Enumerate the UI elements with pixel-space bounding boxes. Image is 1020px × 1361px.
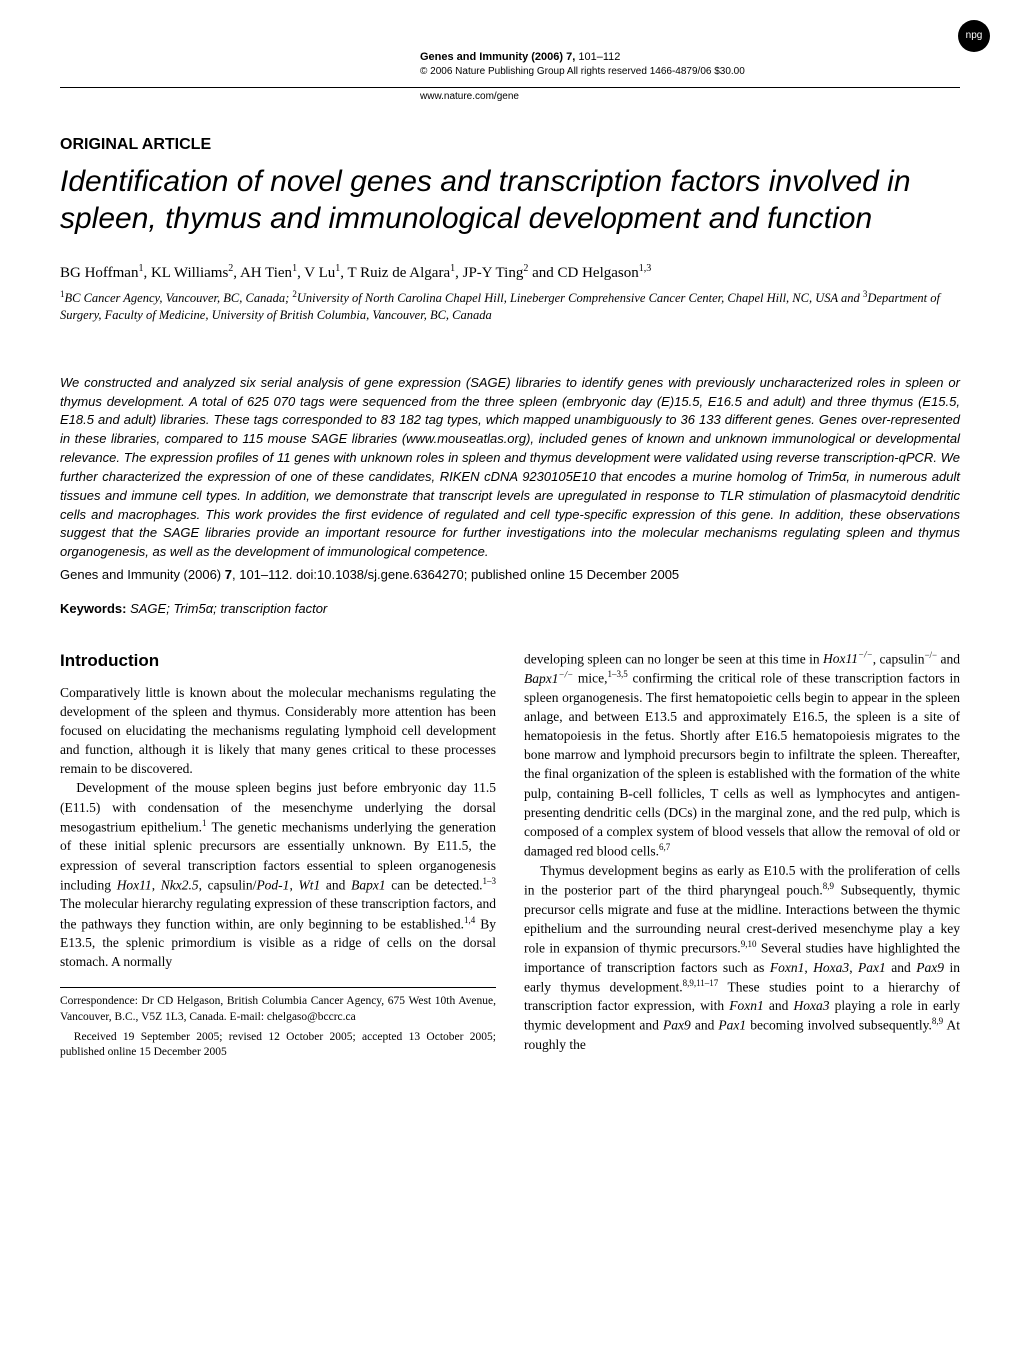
right-paragraph-2: Thymus development begins as early as E1… xyxy=(524,861,960,1055)
journal-name: Genes and Immunity xyxy=(420,51,528,63)
article-citation: Genes and Immunity (2006) 7, 101–112. do… xyxy=(60,566,960,584)
citation-suffix: , 101–112. doi:10.1038/sj.gene.6364270; … xyxy=(232,567,679,582)
intro-paragraph-2: Development of the mouse spleen begins j… xyxy=(60,778,496,971)
copyright-line: © 2006 Nature Publishing Group All right… xyxy=(420,65,960,79)
column-left: Introduction Comparatively little is kno… xyxy=(60,649,496,1061)
journal-pages: 101–112 xyxy=(578,51,620,63)
correspondence-text: Correspondence: Dr CD Helgason, British … xyxy=(60,994,496,1025)
journal-citation-line: Genes and Immunity (2006) 7, 101–112 xyxy=(420,50,960,65)
citation-volume: 7 xyxy=(225,567,232,582)
article-type: ORIGINAL ARTICLE xyxy=(60,134,960,156)
publisher-logo-text: npg xyxy=(966,29,983,43)
footer-block: Correspondence: Dr CD Helgason, British … xyxy=(60,994,496,1060)
keywords-label: Keywords: xyxy=(60,601,126,616)
journal-year: (2006) xyxy=(531,51,563,63)
keywords-line: Keywords: SAGE; Trim5α; transcription fa… xyxy=(60,600,960,618)
author-list: BG Hoffman1, KL Williams2, AH Tien1, V L… xyxy=(60,262,960,284)
affiliations: 1BC Cancer Agency, Vancouver, BC, Canada… xyxy=(60,288,960,324)
introduction-heading: Introduction xyxy=(60,649,496,673)
journal-header: Genes and Immunity (2006) 7, 101–112 © 2… xyxy=(420,50,960,79)
right-paragraph-1: developing spleen can no longer be seen … xyxy=(524,649,960,861)
received-dates: Received 19 September 2005; revised 12 O… xyxy=(60,1030,496,1061)
intro-paragraph-1: Comparatively little is known about the … xyxy=(60,683,496,779)
publisher-logo: npg xyxy=(958,20,990,52)
body-columns: Introduction Comparatively little is kno… xyxy=(60,649,960,1061)
journal-volume: 7, xyxy=(566,51,575,63)
abstract-text: We constructed and analyzed six serial a… xyxy=(60,374,960,562)
website-url: www.nature.com/gene xyxy=(420,90,960,104)
footer-divider xyxy=(60,987,496,988)
article-title: Identification of novel genes and transc… xyxy=(60,163,960,238)
column-right: developing spleen can no longer be seen … xyxy=(524,649,960,1061)
header-divider xyxy=(60,87,960,88)
keywords-text: SAGE; Trim5α; transcription factor xyxy=(130,601,327,616)
citation-prefix: Genes and Immunity (2006) xyxy=(60,567,225,582)
